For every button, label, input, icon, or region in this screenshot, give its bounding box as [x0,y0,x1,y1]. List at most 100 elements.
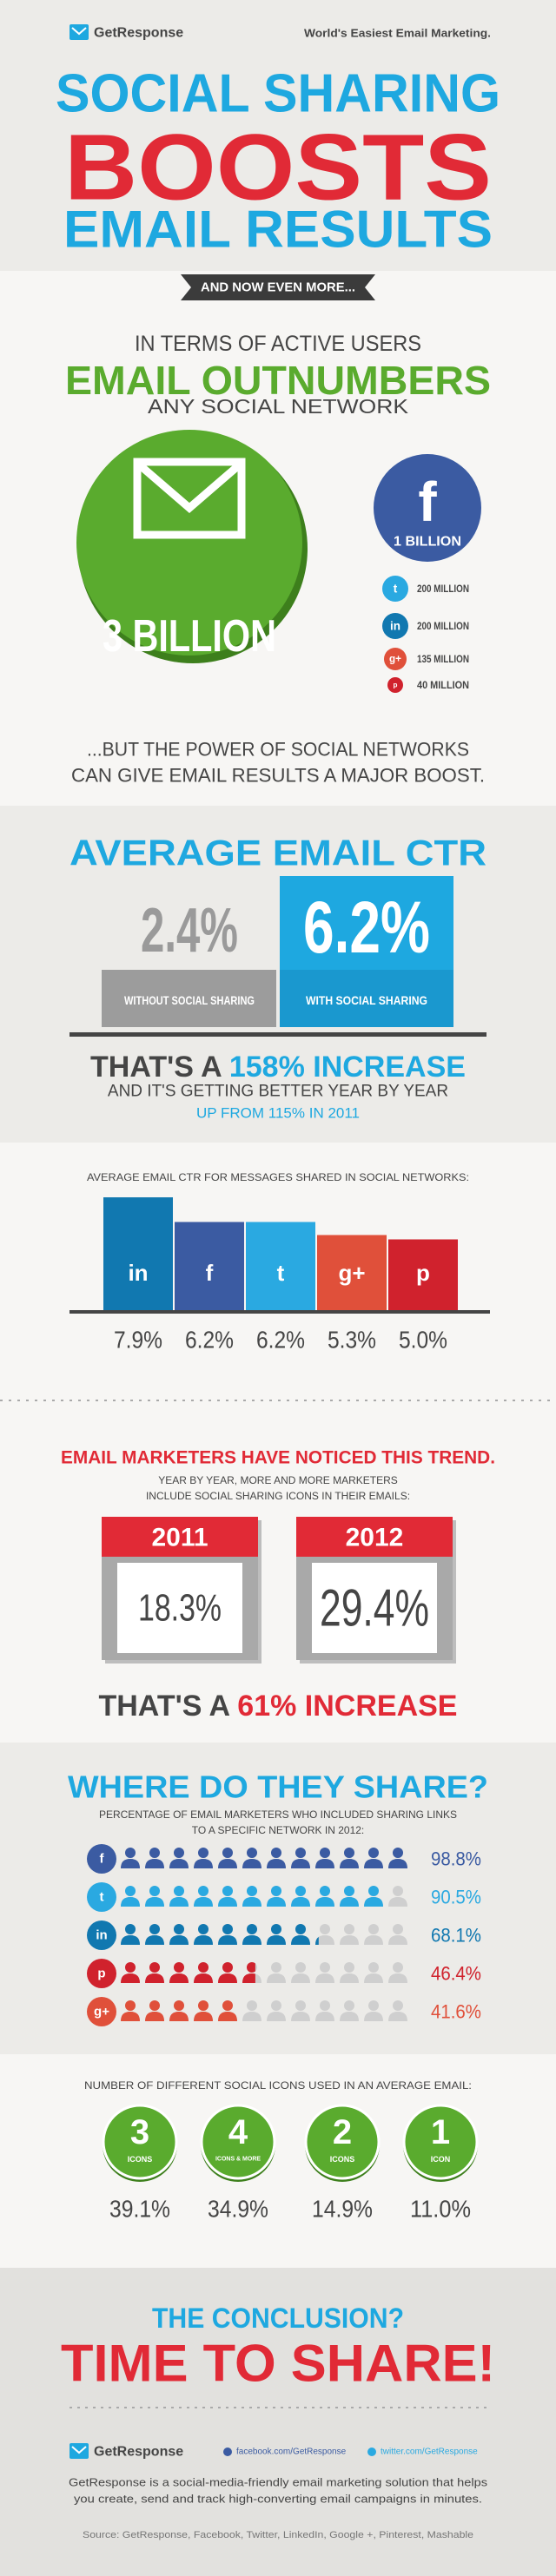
title-line: EMAIL RESULTS [63,201,493,259]
person-body [388,1859,407,1868]
ctr-bg [0,806,556,1143]
person-head [198,1924,208,1934]
person-body [169,1897,189,1907]
person-head [125,1962,136,1973]
ctr-with-band [280,970,453,1027]
person-body [194,1973,213,1983]
person-body [340,1935,359,1945]
person-body [267,2012,286,2021]
person-body [315,1935,334,1945]
count-number: 4 [228,2113,248,2151]
increase-highlight: 61% INCREASE [237,1690,457,1723]
person-head [198,1886,208,1896]
ctr-with-label: WITH SOCIAL SHARING [306,993,427,1007]
network-icon [382,576,408,602]
person-head [247,1924,257,1934]
bar-icon: g+ [338,1260,365,1286]
footer-twitter: twitter.com/GetResponse [381,2448,478,2457]
person-head [344,2000,354,2011]
count-caption: ICONS & MORE [215,2157,261,2163]
footer-tw-icon [367,2448,376,2456]
count-number: 2 [333,2113,352,2151]
footer-fb-icon [223,2448,232,2456]
network-icon [387,677,403,693]
closing-line: CAN GIVE EMAIL RESULTS A MAJOR BOOST. [71,765,485,787]
logo-text: GetResponse [94,2445,183,2460]
person-head [344,1848,354,1858]
count-share: 34.9% [208,2196,268,2223]
person-body [340,2012,359,2021]
person-body [145,1935,164,1945]
calendar-top [102,1517,258,1557]
person-body [145,2012,164,2021]
person-head [247,1848,257,1858]
ribbon [181,274,375,300]
ctr-without-label: WITHOUT SOCIAL SHARING [124,993,255,1007]
person-body [291,1973,310,1983]
person-body [364,1935,383,1945]
ctr-line3: UP FROM 115% IN 2011 [196,1105,360,1122]
person-head [149,1886,160,1896]
people-filled [121,1886,383,1907]
person-body [145,1859,164,1868]
person-body [364,1897,383,1907]
person-body [218,1973,237,1983]
person-body [242,1935,261,1945]
logo-text: GetResponse [94,26,183,41]
person-body [315,2012,334,2021]
person-head [174,1962,184,1973]
share-value: 98.8% [431,1848,481,1870]
person-body [194,1935,213,1945]
network-icon-glyph: p [394,682,398,689]
count-caption: ICON [431,2155,451,2164]
share-icon [87,1882,116,1912]
person-body [315,1859,334,1868]
bar [388,1239,458,1312]
count-number: 1 [431,2113,450,2151]
person-head [247,1886,257,1896]
share-icon-glyph: in [96,1928,107,1943]
envelope-flap [136,461,242,513]
person-head [174,1886,184,1896]
people-filled [121,2000,237,2021]
share-value: 90.5% [431,1887,481,1908]
network-icon [382,613,408,639]
person-head [125,1848,136,1858]
facebook-circle [374,454,481,562]
header-bg [0,0,556,271]
increase-text: THAT'S A 158% INCREASE [90,1051,466,1084]
ctr-title: AVERAGE EMAIL CTR [70,833,486,873]
people-filled [121,1924,319,1945]
network-users: 135 MILLION [417,653,469,665]
person-head [198,2000,208,2011]
count-circle [200,2104,276,2180]
person-body [340,1897,359,1907]
ctr-with-value: 6.2% [303,886,430,968]
share-value: 46.4% [431,1963,481,1985]
logo-icon [70,2443,89,2459]
person-head [271,1924,281,1934]
count-number: 3 [130,2113,149,2151]
share-icon [87,1959,116,1988]
person-body [169,2012,189,2021]
person-head [198,1848,208,1858]
person-body [194,2012,213,2021]
ctr-line2: AND IT'S GETTING BETTER YEAR BY YEAR [108,1083,448,1101]
person-body [388,1973,407,1983]
share-sub: PERCENTAGE OF EMAIL MARKETERS WHO INCLUD… [99,1808,457,1821]
person-body [267,1973,286,1983]
bar-value: 6.2% [256,1327,305,1354]
logo-envelope [71,2446,87,2454]
envelope [133,458,246,539]
person-head [271,1848,281,1858]
person-head [247,2000,257,2011]
share-icon [87,1997,116,2026]
calendar-value: 18.3% [138,1587,222,1630]
count-caption: ICONS [330,2155,355,2164]
footer-bg [0,2268,556,2576]
person-head [320,1962,330,1973]
person-head [271,1962,281,1973]
person-body [364,2012,383,2021]
bar-value: 7.9% [114,1327,162,1354]
share-icon [87,1844,116,1874]
